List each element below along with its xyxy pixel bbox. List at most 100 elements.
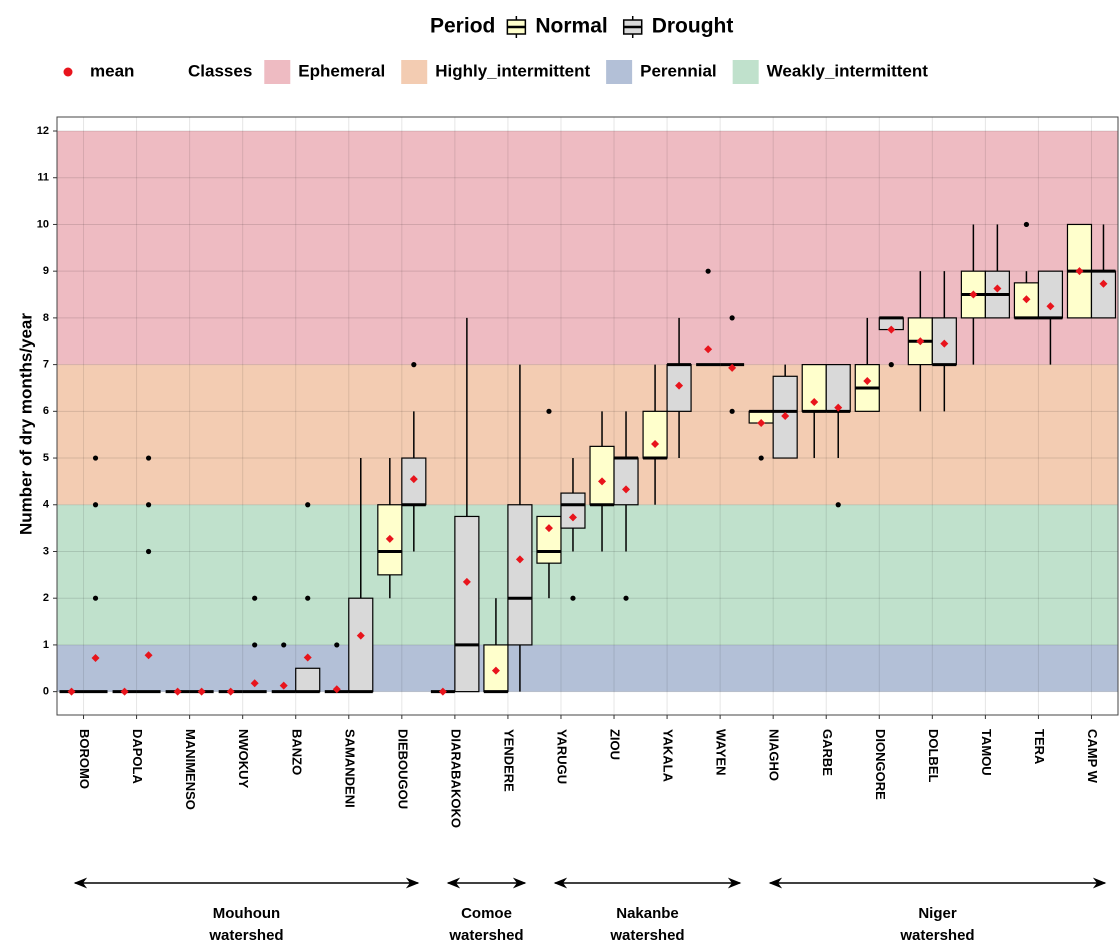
mean-marker [250, 679, 259, 688]
mean-marker [491, 666, 500, 675]
outlier [758, 455, 764, 461]
box [507, 504, 533, 646]
mean-marker [651, 440, 660, 449]
x-tick-label: DIONGORE [873, 729, 888, 800]
mean-marker [462, 577, 471, 586]
legend-swatch [264, 60, 291, 84]
mean-marker [1046, 302, 1055, 311]
legend-title: Classes [188, 61, 252, 80]
mean-marker [91, 654, 100, 663]
mean-marker [303, 653, 312, 662]
y-tick-label: 12 [37, 125, 49, 137]
x-tick-label: GARBE [820, 729, 835, 776]
y-tick-label: 8 [43, 312, 49, 324]
y-tick-label: 9 [43, 265, 49, 277]
mean-marker [409, 475, 418, 484]
x-tick-label: MANIMENSO [183, 729, 198, 810]
outlier [546, 408, 552, 414]
mean-marker [781, 412, 790, 420]
x-tick-label: WAYEN [714, 729, 729, 775]
watershed-label: watershed [208, 927, 283, 944]
y-tick-label: 3 [43, 545, 49, 557]
x-tick-label: YARUGU [555, 729, 570, 784]
mean-marker [704, 345, 713, 354]
mean-marker [622, 485, 631, 494]
class-band [57, 131, 1118, 365]
outlier [334, 642, 340, 648]
box [560, 492, 586, 529]
legend-mean-marker [63, 67, 73, 77]
y-tick-label: 6 [43, 405, 49, 417]
x-tick-label: TAMOU [979, 729, 994, 776]
mean-marker [969, 290, 978, 299]
outlier [92, 455, 99, 461]
outlier [835, 502, 841, 508]
mean-marker [757, 419, 766, 428]
class-band [57, 644, 1118, 692]
outlier [411, 362, 417, 368]
mean-marker [810, 397, 819, 406]
legend-label: Drought [652, 15, 734, 38]
mean-marker [197, 687, 206, 696]
outlier [705, 268, 711, 274]
mean-marker [834, 403, 843, 412]
x-tick-label: BOROMO [77, 729, 92, 789]
x-tick-label: NIAGHO [767, 729, 782, 781]
mean-marker [173, 687, 182, 696]
mean-marker [863, 376, 872, 385]
x-tick-label: YAKALA [661, 729, 676, 783]
y-tick-label: 0 [43, 686, 49, 698]
outlier [729, 408, 735, 414]
mean-marker [279, 681, 288, 690]
outlier [729, 315, 735, 321]
plot-frame [56, 116, 1119, 716]
y-tick-label: 1 [43, 639, 49, 651]
outlier [1023, 221, 1030, 228]
mean-marker [515, 555, 524, 564]
box [1090, 270, 1117, 319]
x-tick-label: NWOKUY [236, 729, 251, 789]
x-tick-label: DIEBOUGOU [395, 729, 410, 809]
watershed-label: Niger [918, 905, 957, 922]
y-tick-label: 2 [43, 592, 49, 604]
y-tick-label: 5 [43, 452, 49, 464]
mean-marker [887, 325, 896, 334]
mean-marker [544, 524, 553, 533]
legend-label: Highly_intermittent [435, 61, 590, 80]
watershed-label: Mouhoun [213, 905, 280, 922]
outlier [305, 502, 311, 508]
x-tick-label: CAMP W [1085, 729, 1100, 784]
y-tick-label: 11 [37, 172, 49, 184]
mean-marker [226, 687, 235, 696]
watershed-label: watershed [448, 927, 523, 944]
legend-swatch [606, 60, 633, 84]
mean-marker [1022, 295, 1031, 304]
x-tick-label: DOLBEL [926, 729, 941, 783]
outlier [570, 595, 576, 601]
x-tick-label: ZIOU [608, 729, 623, 760]
mean-marker [385, 534, 394, 543]
box [589, 445, 615, 506]
legend-swatch [401, 60, 428, 84]
watershed-label: Nakanbe [616, 905, 679, 922]
y-tick-label: 4 [43, 499, 50, 511]
box [295, 667, 321, 693]
y-axis-label: Number of dry months/year [16, 313, 35, 535]
box [642, 410, 668, 459]
mean-marker [438, 687, 447, 696]
box [348, 597, 374, 693]
y-tick-label: 7 [43, 359, 49, 371]
class-band [57, 504, 1118, 645]
legend-label: Weakly_intermittent [767, 61, 929, 80]
x-tick-label: YENDERE [501, 729, 516, 792]
box [454, 515, 480, 693]
outlier [305, 595, 311, 601]
mean-marker [568, 513, 577, 522]
mean-marker [67, 687, 76, 696]
mean-marker [675, 381, 684, 390]
mean-marker [356, 631, 365, 640]
outlier [92, 502, 99, 508]
mean-marker [1075, 267, 1084, 276]
mean-marker [120, 687, 129, 696]
outlier [252, 642, 258, 648]
